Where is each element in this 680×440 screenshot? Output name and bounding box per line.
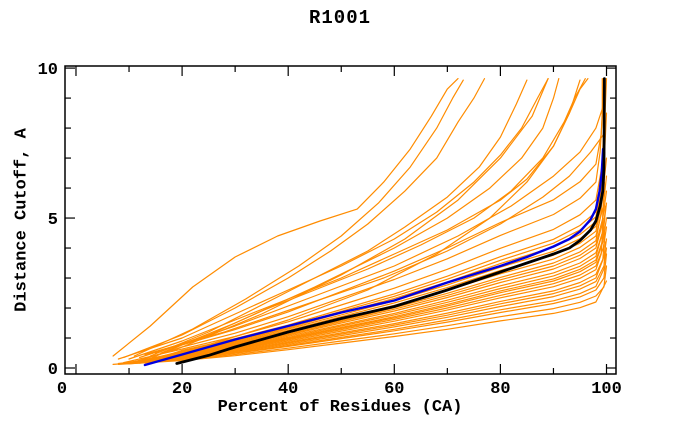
series-model-36 <box>155 103 605 354</box>
series-model-15 <box>155 190 608 362</box>
x-tick-label: 40 <box>278 380 298 399</box>
series-model-06 <box>149 232 606 364</box>
series-model-01 <box>117 280 608 365</box>
series-highlight-black <box>175 77 606 365</box>
y-tick-label: 0 <box>48 361 58 380</box>
series-model-07 <box>133 238 608 364</box>
x-axis-label: Percent of Residues (CA) <box>217 398 463 417</box>
series-model-32 <box>112 77 459 357</box>
series-model-19 <box>128 157 608 364</box>
series-model-29 <box>149 79 528 357</box>
series-model-24 <box>133 77 603 363</box>
series-model-34 <box>170 77 549 353</box>
series-highlight-blue <box>143 147 605 367</box>
series-model-25 <box>144 77 605 362</box>
series-model-31 <box>133 79 464 357</box>
x-tick-label: 100 <box>591 380 622 399</box>
series-model-02 <box>128 265 608 365</box>
series-model-16 <box>133 169 604 364</box>
series-model-18 <box>144 151 606 363</box>
x-tick-label: 60 <box>384 380 404 399</box>
x-tick-label: 80 <box>490 380 510 399</box>
y-tick-label: 10 <box>38 61 58 80</box>
series-model-33 <box>160 77 560 354</box>
x-tick-label: 20 <box>172 380 192 399</box>
series-model-04 <box>139 241 607 364</box>
series-model-37 <box>144 133 605 356</box>
y-tick-label: 5 <box>48 211 58 230</box>
x-tick-label: 0 <box>57 380 67 399</box>
plot-frame <box>64 65 617 375</box>
chart-title: R1001 <box>308 7 371 29</box>
series-model-35 <box>181 77 589 354</box>
series-model-28 <box>117 77 549 360</box>
series-model-30 <box>123 77 486 359</box>
